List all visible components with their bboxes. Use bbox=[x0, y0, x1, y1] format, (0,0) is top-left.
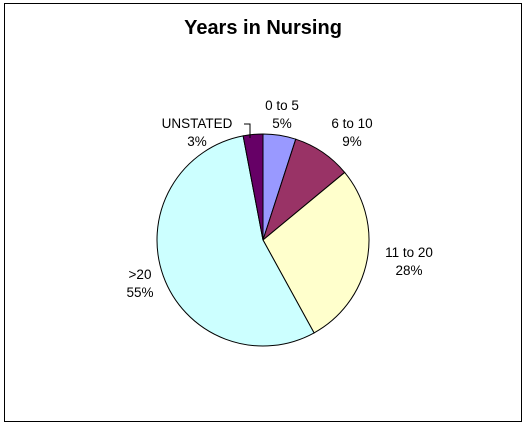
chart-title: Years in Nursing bbox=[184, 17, 342, 39]
slice-category-label: 0 to 5 bbox=[265, 98, 299, 113]
slice-percent-label: 9% bbox=[342, 134, 362, 149]
slice-percent-label: 55% bbox=[126, 285, 153, 300]
slice-category-label: 11 to 20 bbox=[385, 245, 433, 260]
slice-percent-label: 3% bbox=[187, 134, 207, 149]
slice-labels: 0 to 5 5% 6 to 10 9% 11 to 20 28% >20 55% UNSTAT… bbox=[126, 98, 432, 300]
pie-slice-unstated bbox=[242, 133, 264, 241]
leader-lines bbox=[244, 123, 251, 138]
pie-slices bbox=[156, 133, 370, 347]
slice-category-label: UNSTATED bbox=[162, 116, 233, 131]
leader-line-unstated bbox=[244, 123, 251, 138]
slice-percent-label: 28% bbox=[395, 263, 422, 278]
pie-slice-20 bbox=[156, 135, 315, 347]
slice-category-label: 6 to 10 bbox=[331, 116, 372, 131]
slice-percent-label: 5% bbox=[272, 116, 292, 131]
pie-slice-11-to-20 bbox=[262, 171, 370, 334]
slice-category-label: >20 bbox=[129, 267, 152, 282]
